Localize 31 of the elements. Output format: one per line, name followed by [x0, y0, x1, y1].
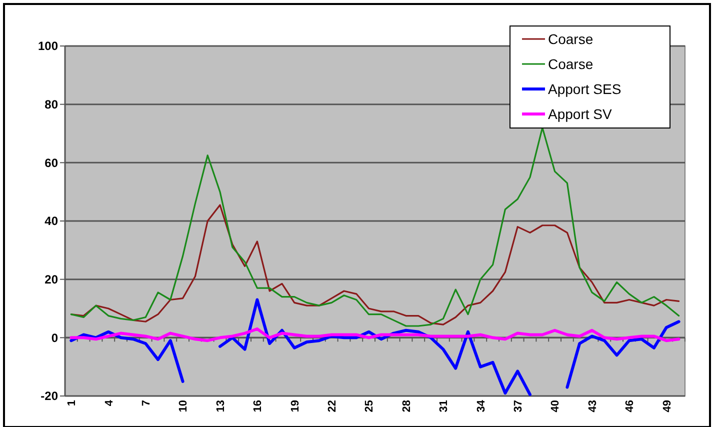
x-tick-label: 16 [252, 400, 264, 412]
x-tick-label: 40 [550, 400, 562, 412]
x-tick-label: 13 [214, 400, 227, 412]
y-tick-label: -20 [40, 389, 58, 404]
x-tick-label: 4 [103, 399, 116, 406]
x-tick-label: 31 [438, 400, 450, 412]
x-tick-label: 37 [512, 400, 524, 412]
x-tick-label: 34 [475, 399, 488, 412]
x-tick-label: 10 [178, 400, 190, 412]
x-tick-label: 46 [624, 400, 636, 412]
line-series [70, 126, 680, 327]
line-series [70, 204, 680, 326]
x-tick-label: 19 [289, 400, 302, 412]
y-tick-label: 80 [44, 98, 58, 112]
y-tick-label: 0 [51, 330, 58, 345]
x-tick-label: 25 [364, 400, 376, 412]
y-tick-label: 20 [44, 272, 58, 287]
x-tick-label: 49 [661, 400, 674, 412]
x-tick-label: 1 [66, 400, 78, 406]
y-tick-label: 60 [44, 156, 58, 170]
y-tick-label: 100 [38, 39, 58, 54]
x-tick-label: 7 [140, 400, 152, 406]
y-tick-label: 40 [44, 214, 58, 228]
x-tick-label: 22 [326, 400, 338, 412]
legend-label: Apport SV [548, 106, 612, 122]
legend-label: Coarse [548, 56, 594, 72]
legend-label: Apport SES [548, 80, 622, 97]
legend-label: Coarse [548, 30, 594, 47]
x-tick-label: 28 [400, 400, 413, 412]
line-series [70, 327, 680, 342]
x-tick-label: 43 [586, 400, 599, 412]
